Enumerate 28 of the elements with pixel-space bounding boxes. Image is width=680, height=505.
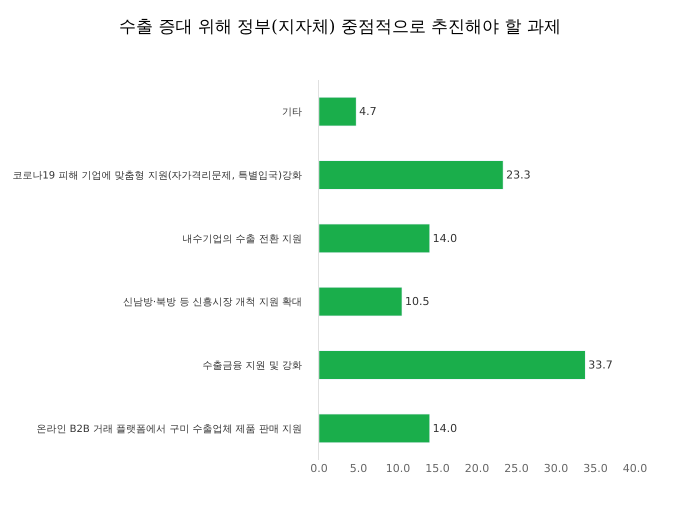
data-label: 10.5: [404, 295, 430, 308]
y-tick-label: 코로나19 피해 기업에 맞춤형 지원(자가격리문제, 특별입국)강화: [12, 170, 302, 182]
x-tick-label: 25.0: [504, 462, 529, 475]
y-tick-label: 신남방·북방 등 신흥시장 개척 지원 확대: [122, 297, 302, 308]
data-label: 14.0: [432, 232, 458, 245]
x-tick-label: 15.0: [425, 462, 450, 475]
data-label: 33.7: [588, 358, 613, 372]
x-tick-label: 10.0: [386, 462, 410, 475]
y-tick-label: 수출금융 지원 및 강화: [202, 360, 302, 372]
x-tick-label: 30.0: [544, 462, 568, 475]
bar: [319, 160, 504, 190]
bar: [319, 414, 430, 443]
x-tick-label: 35.0: [583, 462, 608, 475]
bar: [319, 97, 356, 126]
x-tick-label: 0.0: [310, 462, 328, 475]
data-label: 4.7: [359, 105, 377, 118]
x-tick-label: 20.0: [464, 462, 490, 475]
bar: [319, 287, 402, 316]
data-label: 23.3: [506, 168, 531, 182]
x-tick-label: 5.0: [350, 462, 368, 475]
y-tick-label: 기타: [282, 107, 302, 118]
bar: [319, 350, 586, 380]
bar: [319, 224, 430, 253]
y-tick-label: 온라인 B2B 거래 플랫폼에서 구미 수출업체 제품 판매 지원: [36, 424, 302, 435]
chart-title: 수출 증대 위해 정부(지자체) 중점적으로 추진해야 할 과제: [118, 17, 562, 38]
data-label: 14.0: [432, 422, 458, 435]
y-tick-label: 내수기업의 수출 전환 지원: [182, 234, 302, 245]
x-tick-label: 40.0: [622, 462, 648, 475]
